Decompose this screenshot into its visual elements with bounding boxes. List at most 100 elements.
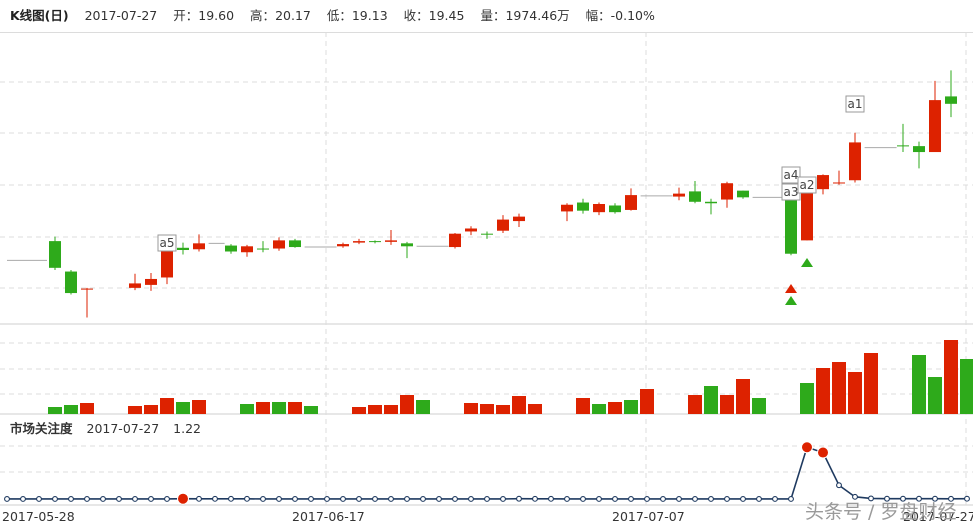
annotation-label: a3 — [784, 185, 799, 199]
volume-bar — [720, 395, 734, 414]
volume-bar — [160, 398, 174, 414]
volume-bar — [624, 400, 638, 414]
attention-point — [644, 495, 650, 502]
attention-point — [612, 495, 618, 502]
volume-bar — [128, 406, 142, 414]
attention-point — [324, 495, 330, 502]
attention-point — [276, 495, 282, 502]
candle-body — [945, 96, 957, 104]
x-tick-label: 2017-07-07 — [612, 509, 685, 524]
attention-point — [596, 495, 602, 502]
volume-value: 1974.46万 — [505, 8, 570, 23]
chart-title: K线图(日) — [10, 8, 69, 23]
attention-point — [452, 495, 458, 502]
attention-point — [388, 495, 394, 502]
attention-highlight-point — [801, 441, 813, 454]
signal-triangle — [801, 258, 813, 267]
volume-bar — [352, 407, 366, 414]
attention-point — [516, 495, 522, 502]
attention-point — [260, 495, 266, 502]
candle-body — [625, 195, 637, 210]
volume-bar — [848, 372, 862, 414]
attention-point — [756, 495, 762, 502]
attention-point — [116, 495, 122, 502]
attention-point — [36, 495, 42, 502]
candle-body — [161, 246, 173, 278]
annotation-label: a5 — [160, 236, 175, 250]
attention-point — [676, 495, 682, 502]
annotation-label: a4 — [784, 168, 799, 182]
volume-bar — [256, 402, 270, 414]
change-value: -0.10% — [610, 8, 655, 23]
attention-value: 1.22 — [173, 421, 201, 436]
volume-bar — [400, 395, 414, 414]
attention-point — [132, 495, 138, 502]
signal-triangle — [785, 296, 797, 305]
volume-bar — [368, 405, 382, 414]
attention-title: 市场关注度 — [10, 421, 73, 436]
volume-bar — [640, 389, 654, 414]
attention-point — [564, 495, 570, 502]
attention-point — [868, 495, 874, 502]
attention-point — [148, 495, 154, 502]
attention-point — [660, 495, 666, 502]
open-value: 19.60 — [198, 8, 235, 23]
volume-bar — [528, 404, 542, 414]
close-value: 19.45 — [428, 8, 465, 23]
volume-bar — [704, 386, 718, 414]
attention-point — [292, 495, 298, 502]
volume-bar — [912, 355, 926, 414]
candle-body — [401, 243, 413, 247]
attention-point — [692, 495, 698, 502]
volume-label: 量： — [480, 8, 506, 23]
volume-bar — [304, 406, 318, 414]
candle-body — [497, 219, 509, 231]
candle-body — [801, 191, 813, 241]
attention-point — [196, 495, 202, 502]
attention-point — [740, 495, 746, 502]
candle-body — [929, 100, 941, 153]
volume-bar — [592, 404, 606, 414]
candle-body — [81, 288, 93, 290]
attention-point — [932, 495, 938, 502]
attention-point — [436, 495, 442, 502]
annotation-box — [797, 176, 817, 194]
attention-highlight-point — [817, 446, 829, 459]
candle-body — [465, 228, 477, 232]
volume-bar — [816, 368, 830, 414]
volume-bar — [688, 395, 702, 414]
candle-body — [913, 146, 925, 153]
volume-bar — [192, 400, 206, 414]
x-tick-label: 2017-05-28 — [2, 509, 75, 524]
annotation-box — [781, 166, 801, 184]
candle-body — [273, 240, 285, 249]
attention-point — [484, 495, 490, 502]
volume-bar — [944, 340, 958, 414]
candle-body — [193, 243, 205, 250]
volume-bar — [608, 402, 622, 414]
attention-point — [900, 495, 906, 502]
candle-body — [513, 216, 525, 222]
candle-body — [337, 244, 349, 247]
attention-point — [948, 495, 954, 502]
change-label: 幅： — [585, 8, 611, 23]
candle-body — [49, 241, 61, 268]
candle-body — [833, 182, 845, 184]
attention-point — [100, 495, 106, 502]
volume-bar — [240, 404, 254, 414]
candle-body — [353, 241, 365, 243]
volume-bar — [288, 402, 302, 414]
annotation-label: a2 — [800, 178, 815, 192]
candle-body — [705, 201, 717, 204]
volume-bar — [576, 398, 590, 414]
volume-bar — [496, 405, 510, 414]
volume-bar — [48, 407, 62, 414]
candle-body — [385, 240, 397, 242]
candle-body — [257, 248, 269, 250]
candle-body — [369, 241, 381, 243]
candle-body — [481, 233, 493, 235]
attention-point — [628, 495, 634, 502]
attention-highlight-point — [177, 492, 189, 505]
signal-triangle — [785, 284, 797, 293]
